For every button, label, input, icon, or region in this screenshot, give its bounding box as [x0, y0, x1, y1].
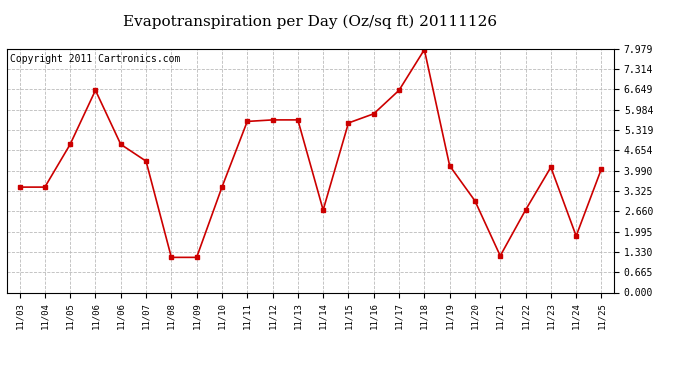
Text: Evapotranspiration per Day (Oz/sq ft) 20111126: Evapotranspiration per Day (Oz/sq ft) 20…: [124, 15, 497, 29]
Text: Copyright 2011 Cartronics.com: Copyright 2011 Cartronics.com: [10, 54, 180, 64]
